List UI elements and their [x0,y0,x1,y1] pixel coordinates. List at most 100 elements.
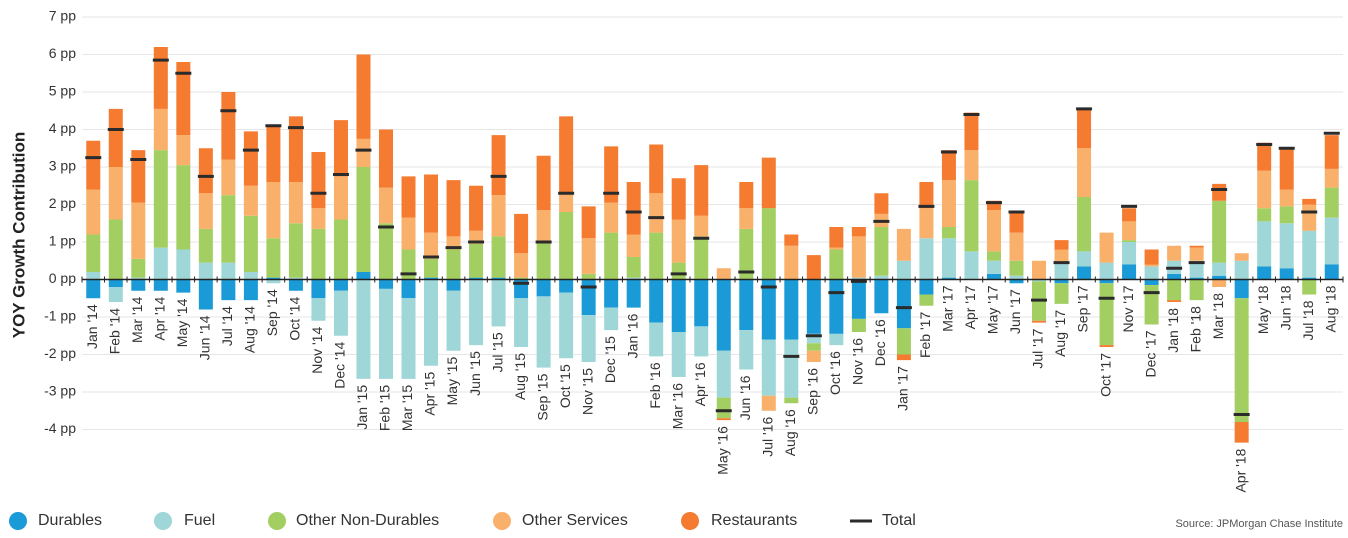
legend-label: Durables [38,512,102,529]
bar-segment [581,238,596,274]
bar-segment [761,279,776,340]
x-tick-label: Mar '18 [1210,293,1226,339]
bar-segment [1189,277,1204,280]
bar-segment [198,148,213,194]
bar-segment [153,279,168,291]
bar-segment [874,193,889,214]
bar-segment [176,135,191,166]
bar-segment [761,339,776,396]
legend-swatch [9,512,27,530]
bar-segment [108,287,123,302]
bar-segment [626,257,641,278]
bar-segment [919,182,934,209]
bar-segment [536,296,551,368]
bar-segment [581,206,596,239]
bar-segment [536,279,551,297]
bar-segment [604,232,619,280]
bar-segment [1032,279,1047,282]
bar-segment [1122,208,1137,222]
bar-segment [153,47,168,109]
bar-segment [1077,148,1092,197]
bar-segment [829,227,844,248]
bar-segment [1167,245,1182,261]
bar-segment [649,144,664,194]
bar-segment [424,258,439,278]
bar-segment [131,202,146,259]
y-tick-label: -1 pp [44,308,76,324]
bar-segment [1032,320,1047,323]
bar-segment [176,249,191,280]
bar-segment [491,135,506,196]
bar-segment [1122,264,1137,280]
x-tick-label: Apr '16 [692,362,708,406]
legend-swatch [268,512,286,530]
bar-segment [851,227,866,237]
bar-segment [86,234,101,272]
x-tick-label: Mar '14 [129,297,145,343]
x-tick-label: Oct '14 [287,297,303,341]
bar-segment [266,125,281,182]
bar-segment [941,180,956,227]
x-tick-label: Feb '14 [106,308,122,354]
x-tick-label: Nov '16 [850,338,866,385]
bar-segment [514,213,529,254]
bar-segment [559,212,574,280]
bar-segment [1032,260,1047,280]
bar-segment [221,262,236,280]
bar-segment [1212,262,1227,276]
bar-segment [671,279,686,332]
bar-segment [806,255,821,280]
x-tick-label: Sep '15 [534,373,550,420]
y-tick-label: -4 pp [44,420,76,436]
bar-segment [401,249,416,280]
y-tick-label: 3 pp [49,158,76,174]
bar-segment [243,279,258,301]
x-tick-label: Jun '18 [1277,285,1293,330]
x-tick-label: Jan '14 [84,304,100,349]
x-tick-label: Jul '15 [489,332,505,372]
bar-segment [1324,135,1339,169]
x-tick-label: Apr '15 [422,372,438,416]
bar-segment [221,159,236,196]
x-tick-label: Aug '16 [782,409,798,456]
bar-segment [86,272,101,280]
bar-segment [176,279,191,293]
bar-segment [1054,249,1069,263]
bar-segment [266,182,281,239]
bar-segment [514,277,529,280]
y-tick-label: -3 pp [44,383,76,399]
bar-segment [1189,247,1204,261]
bar-segment [739,330,754,370]
bar-segment [784,234,799,246]
bar-segment [716,397,731,419]
bar-segment [536,210,551,242]
bar-segment [986,200,1001,211]
bar-segment [333,290,348,336]
legend-label: Other Services [522,512,628,529]
bar-segment [356,272,371,280]
bar-segment [964,251,979,280]
x-tick-label: Jun '17 [1007,289,1023,334]
bar-segment [896,354,911,361]
x-tick-label: Sep '14 [264,289,280,336]
bar-segment [469,185,484,231]
bar-segment [86,140,101,190]
y-tick-label: 2 pp [49,195,76,211]
bar-segment [221,92,236,160]
x-tick-label: May '15 [444,357,460,406]
legend-swatch [493,512,511,530]
x-tick-label: Aug '18 [1322,285,1338,332]
bar-segment [1144,266,1159,280]
bar-segment [559,116,574,194]
bar-segment [446,180,461,237]
bar-segment [1167,273,1182,280]
bar-segment [874,279,889,314]
bar-segment [1302,277,1317,280]
bar-segment [694,215,709,237]
bar-segment [716,268,731,280]
bar-segment [986,260,1001,274]
y-tick-label: 1 pp [49,233,76,249]
bar-segment [941,227,956,239]
bar-segment [1099,279,1114,284]
bar-segment [559,292,574,359]
